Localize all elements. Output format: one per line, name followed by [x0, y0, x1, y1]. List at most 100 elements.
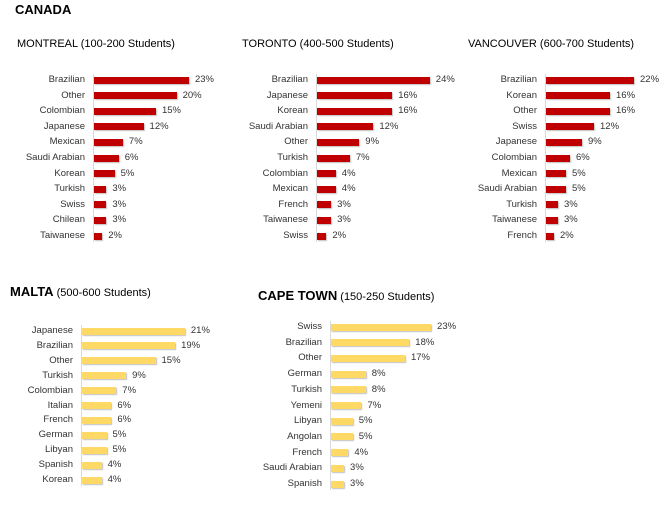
data-label: 3% [112, 198, 127, 210]
category-label: Saudi Arabian [477, 183, 537, 195]
bar [82, 446, 107, 454]
category-label: Taiwanese [263, 214, 308, 226]
category-label: Other [284, 136, 308, 148]
data-label: 22% [640, 74, 660, 85]
category-label: Libyan [294, 415, 322, 427]
bar [546, 138, 582, 146]
bar [317, 170, 336, 178]
data-label: 12% [149, 120, 169, 132]
bar [317, 76, 430, 84]
data-label: 2% [560, 230, 574, 241]
chart-title-city: CAPE TOWN [258, 288, 338, 303]
bar [94, 76, 189, 84]
category-label: Japanese [43, 120, 85, 132]
category-label: Colombian [39, 105, 85, 117]
bar [94, 123, 144, 131]
category-label: Angolan [287, 430, 322, 442]
data-label: 6% [117, 399, 132, 411]
data-label: 2% [332, 230, 347, 241]
category-label: Brazilian [36, 339, 73, 351]
category-label: Turkish [277, 152, 308, 163]
data-label: 16% [616, 105, 636, 117]
data-label: 3% [112, 183, 127, 195]
data-label: 3% [564, 214, 578, 226]
data-label: 23% [194, 74, 214, 85]
bar [331, 339, 410, 347]
category-label: Spanish [287, 478, 322, 489]
bar [82, 357, 156, 365]
category-label: French [278, 198, 308, 210]
category-label: Korean [506, 89, 537, 101]
data-label: 4% [354, 446, 369, 458]
chart-title: VANCOUVER (600-700 Students) [468, 38, 634, 50]
data-label: 24% [435, 74, 455, 85]
category-label: Saudi Arabian [262, 462, 322, 474]
data-label: 17% [410, 352, 430, 364]
data-label: 5% [572, 167, 586, 179]
bar [546, 123, 594, 131]
bar [546, 154, 570, 162]
bar [82, 387, 117, 395]
category-label: German [38, 429, 73, 441]
category-label: Colombian [491, 152, 537, 163]
chart-title: CAPE TOWN (150-250 Students) [258, 288, 434, 303]
y-axis-line [93, 74, 94, 242]
data-label: 4% [107, 459, 122, 471]
data-label: 4% [341, 167, 356, 179]
bar [94, 107, 156, 115]
y-axis-line [81, 325, 82, 486]
bar [546, 216, 558, 224]
chart-title: MALTA (500-600 Students) [10, 284, 151, 299]
category-label: Other [49, 354, 73, 366]
chart-title: TORONTO (400-500 Students) [242, 38, 394, 50]
data-label: 3% [350, 478, 364, 489]
bar [331, 386, 366, 394]
data-label: 5% [112, 444, 127, 456]
bar [82, 327, 185, 335]
bar [546, 185, 566, 193]
category-label: Turkish [506, 198, 537, 210]
category-label: French [43, 414, 73, 426]
data-label: 20% [182, 89, 202, 101]
data-label: 5% [112, 429, 127, 441]
bar [317, 138, 360, 146]
category-label: French [292, 446, 322, 458]
category-label: Other [298, 352, 322, 364]
chart-title: MONTREAL (100-200 Students) [17, 38, 175, 50]
bar [94, 170, 115, 178]
data-label: 9% [588, 136, 602, 148]
category-label: Turkish [291, 383, 322, 395]
data-label: 5% [358, 415, 373, 427]
category-label: Turkish [54, 183, 85, 195]
category-label: Japanese [266, 89, 308, 101]
data-label: 16% [616, 89, 636, 101]
bar [331, 464, 345, 472]
data-label: 9% [132, 369, 146, 381]
category-label: Saudi Arabian [25, 152, 85, 163]
bar [546, 92, 610, 100]
data-label: 4% [341, 183, 356, 195]
chart-title-text: MONTREAL (100-200 Students) [17, 38, 175, 50]
category-label: Turkish [42, 369, 73, 381]
bar [94, 232, 103, 240]
category-label: German [287, 368, 322, 380]
chart-title-text: TORONTO (400-500 Students) [242, 38, 394, 50]
category-label: Brazilian [500, 74, 537, 85]
data-label: 19% [181, 339, 201, 351]
bar [317, 216, 332, 224]
category-label: Brazilian [48, 74, 85, 85]
bar [94, 154, 119, 162]
data-label: 2% [108, 230, 122, 241]
data-label: 3% [350, 462, 364, 474]
bar [82, 372, 127, 380]
category-label: Mexican [49, 136, 85, 148]
data-label: 3% [337, 214, 351, 226]
bar [94, 216, 107, 224]
data-label: 7% [128, 136, 143, 148]
bar [546, 232, 554, 240]
data-label: 6% [117, 414, 132, 426]
data-label: 21% [190, 325, 210, 336]
category-label: Saudi Arabian [248, 120, 308, 132]
chart-title-city: MALTA [10, 284, 54, 299]
